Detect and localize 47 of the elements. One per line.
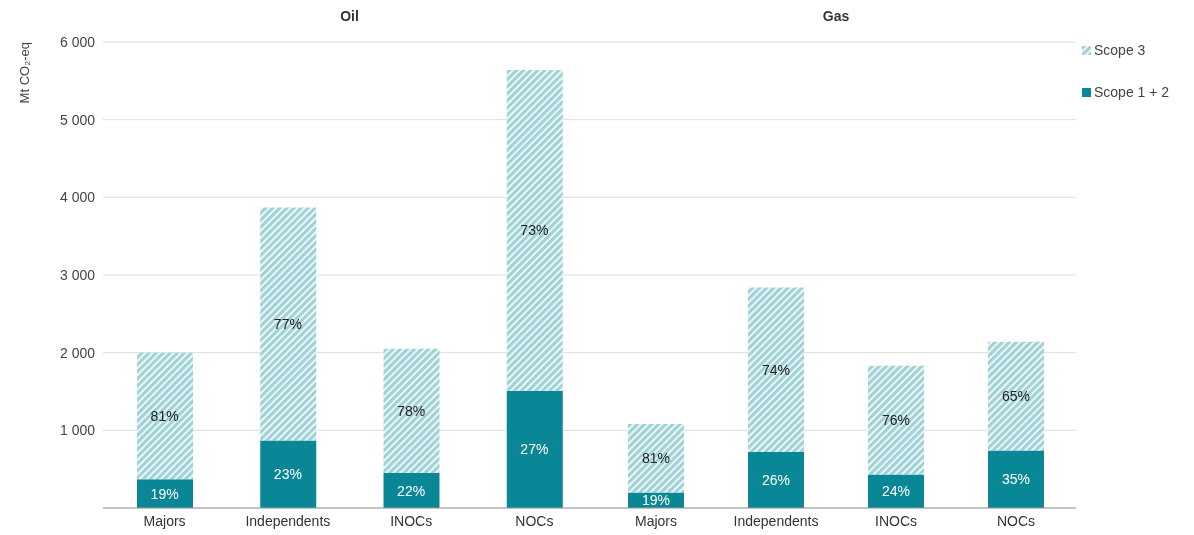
annotation: 73% [520, 222, 549, 239]
x-tick-label: Independents [733, 512, 819, 529]
x-tick-label: INOCs [390, 512, 433, 529]
chart-title: Gas [821, 8, 851, 26]
annotation: 23% [273, 466, 302, 483]
annotation: 22% [397, 482, 426, 499]
annotation: 19% [641, 492, 671, 509]
y-tick-label: 3 000 [59, 266, 96, 283]
bar [506, 69, 563, 391]
annotation: 24% [881, 483, 911, 500]
bar [137, 352, 193, 480]
annotation: 76% [881, 412, 911, 429]
y-tick-label: 1 000 [59, 422, 96, 439]
y-tick-label: 2 000 [59, 344, 96, 361]
y-tick-label: 5 000 [59, 111, 96, 128]
annotation: 27% [520, 441, 549, 458]
x-tick-label: Majors [634, 512, 678, 529]
bar [628, 424, 684, 493]
y-axis-title: Mt CO₂-eq [17, 42, 33, 104]
y-tick-label: 4 000 [59, 189, 96, 206]
annotation: 19% [150, 485, 179, 502]
x-tick-label: Independents [245, 512, 331, 529]
x-tick-label: NOCs [996, 512, 1036, 529]
legend-label: Scope 3 [1094, 42, 1146, 58]
chart-title: Oil [339, 8, 360, 26]
bar [868, 365, 924, 475]
bar [260, 440, 317, 508]
bar [988, 341, 1044, 451]
annotation: 81% [641, 450, 671, 467]
x-tick-label: NOCs [515, 512, 554, 529]
annotation: 65% [1001, 388, 1031, 405]
bar [383, 348, 440, 474]
annotation: 26% [761, 472, 791, 489]
bar [260, 207, 317, 441]
annotation: 81% [150, 407, 179, 424]
y-tick-label: 6 000 [59, 33, 96, 50]
x-tick-label: Majors [143, 512, 186, 529]
annotation: 77% [273, 315, 302, 332]
annotation: 35% [1001, 471, 1031, 488]
annotation: 78% [397, 402, 426, 419]
annotation: 74% [761, 361, 791, 378]
x-tick-label: INOCs [875, 512, 917, 529]
legend-label: Scope 1 + 2 [1094, 84, 1170, 100]
bar [748, 452, 804, 508]
bar [748, 287, 804, 453]
bar [988, 450, 1044, 508]
bar [506, 390, 563, 508]
